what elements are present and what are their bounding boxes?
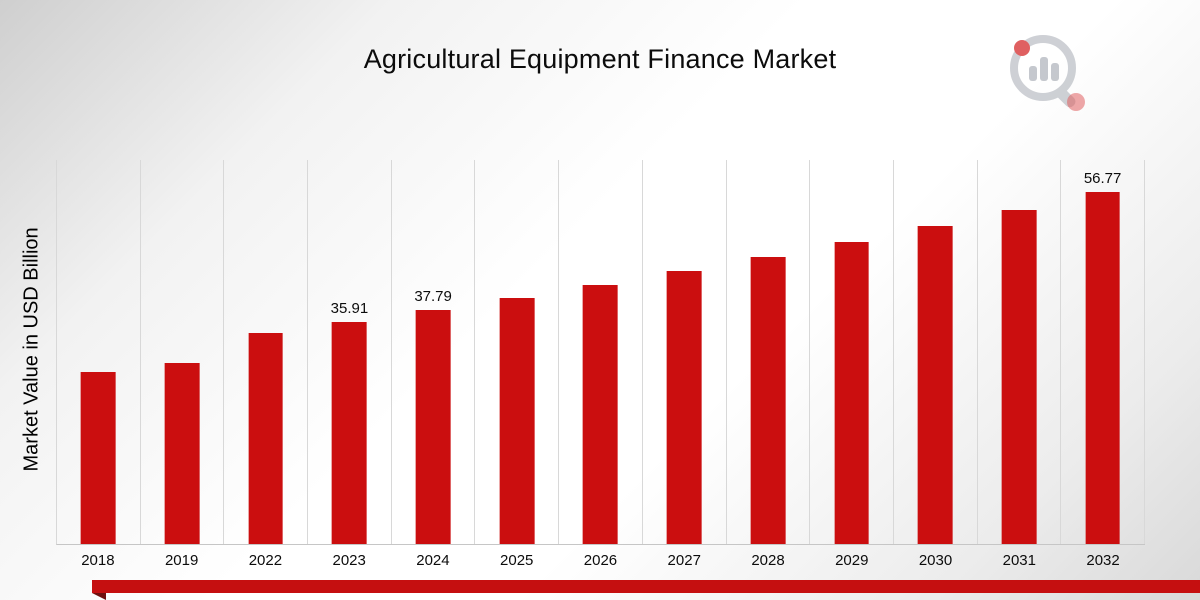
bar-2028: [750, 257, 786, 544]
x-tick-label: 2019: [164, 552, 199, 569]
bar-2025: [499, 297, 535, 544]
grid-column: [224, 160, 309, 544]
bar-2026: [583, 285, 618, 544]
bar-value-label: 56.77: [1083, 170, 1122, 188]
bar-2018: [80, 371, 116, 544]
chart-title: Agricultural Equipment Finance Market: [363, 44, 837, 74]
grid-column: [894, 160, 978, 544]
grid-column: [810, 160, 894, 544]
x-tick-label: 2032: [1086, 552, 1120, 569]
x-tick-label: 2026: [583, 552, 618, 569]
bar-2030: [917, 226, 953, 544]
bar-value-label: 35.91: [330, 299, 369, 317]
plot-area: 35.91 37.79 56.77: [56, 160, 1145, 545]
bar-2024: 37.79: [414, 288, 452, 544]
x-tick-label: 2024: [416, 552, 450, 569]
grid-column: [141, 160, 225, 544]
grid-column: [475, 160, 560, 544]
grid-column: [978, 160, 1062, 544]
x-axis-ticks: 2018 2019 2022 2023 2024 2025 2026 2027 2028 2029…: [56, 552, 1145, 569]
bar-2023: 35.91: [331, 300, 368, 544]
grid-column: [727, 160, 811, 544]
x-tick-label: 2025: [500, 552, 534, 569]
grid-column: 56.77: [1061, 160, 1145, 544]
bar-2019: [164, 362, 200, 544]
x-tick-label: 2022: [248, 552, 283, 569]
bar-value-label: 37.79: [414, 287, 452, 305]
grid-column: 37.79: [392, 160, 476, 544]
grid-column: [559, 160, 643, 544]
bar-2029: [834, 242, 869, 544]
x-tick-label: 2018: [81, 552, 115, 569]
bar-2032: 56.77: [1084, 170, 1121, 544]
grid-column: [57, 160, 141, 544]
footer-ribbon-shadow-icon: [92, 593, 106, 600]
bar-2022: [248, 332, 284, 544]
plot-wrap: 35.91 37.79 56.77: [56, 160, 1145, 545]
x-tick-label: 2027: [667, 552, 701, 569]
y-axis-label: Market Value in USD Billion: [20, 227, 43, 472]
x-tick-label: 2028: [751, 552, 785, 569]
x-tick-label: 2030: [918, 552, 953, 569]
x-tick-label: 2023: [332, 552, 366, 569]
x-tick-label: 2031: [1002, 552, 1036, 569]
grid-column: 35.91: [308, 160, 392, 544]
bar-2027: [666, 271, 702, 544]
bar-2031: [1001, 210, 1037, 544]
footer-ribbon: [92, 580, 1200, 593]
x-tick-label: 2029: [835, 552, 869, 569]
market-research-logo-icon: [1010, 35, 1085, 111]
grid-column: [643, 160, 727, 544]
